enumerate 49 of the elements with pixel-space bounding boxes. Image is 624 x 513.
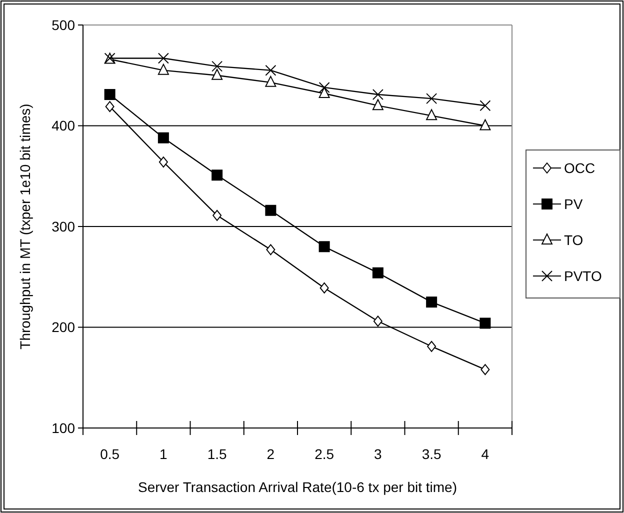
point (158, 132, 169, 144)
point (426, 109, 438, 120)
y-tick-label: 400 (52, 118, 76, 134)
point (318, 82, 330, 93)
point (158, 52, 169, 64)
x-axis-title: Server Transaction Arrival Rate(10-6 tx per bit time) (138, 479, 458, 495)
point (372, 89, 384, 100)
point (158, 64, 169, 75)
point (105, 101, 114, 112)
point (320, 282, 329, 294)
y-tick-label: 300 (52, 218, 76, 234)
y-tick-label: 200 (52, 319, 76, 336)
x-tick-label: 3.5 (422, 446, 442, 462)
x-tick-label: 2 (266, 446, 275, 462)
y-tick-label: 500 (52, 16, 76, 33)
y-tick-label: 100 (52, 420, 76, 436)
point (426, 93, 438, 104)
point (104, 89, 116, 100)
point (265, 64, 276, 76)
legend-label: PV (564, 196, 584, 212)
point (372, 99, 384, 110)
x-tick-label: 0.5 (100, 446, 120, 462)
point (480, 100, 491, 112)
point (480, 364, 490, 376)
point (318, 87, 330, 98)
point (426, 296, 438, 308)
point (158, 156, 168, 168)
point (318, 241, 330, 252)
point (265, 76, 276, 87)
point (212, 68, 223, 80)
point (372, 267, 384, 278)
legend-label: OCC (564, 160, 596, 176)
point (265, 204, 276, 216)
legend-label: TO (564, 232, 584, 248)
point (427, 340, 436, 352)
y-axis-title: Throughput in MT (txper 1e10 bit times) (17, 104, 33, 350)
x-tick-label: 1.5 (207, 446, 228, 462)
x-tick-label: 2.5 (314, 446, 334, 462)
point (266, 244, 276, 256)
x-tick-label: 3 (374, 446, 382, 462)
x-tick-label: 1 (160, 446, 168, 462)
point (212, 60, 223, 72)
point (212, 170, 223, 181)
legend-label: PVTO (564, 268, 602, 284)
point (373, 316, 382, 327)
point (212, 210, 222, 221)
point (480, 318, 491, 329)
point (480, 119, 491, 130)
x-tick-label: 4 (481, 446, 490, 462)
